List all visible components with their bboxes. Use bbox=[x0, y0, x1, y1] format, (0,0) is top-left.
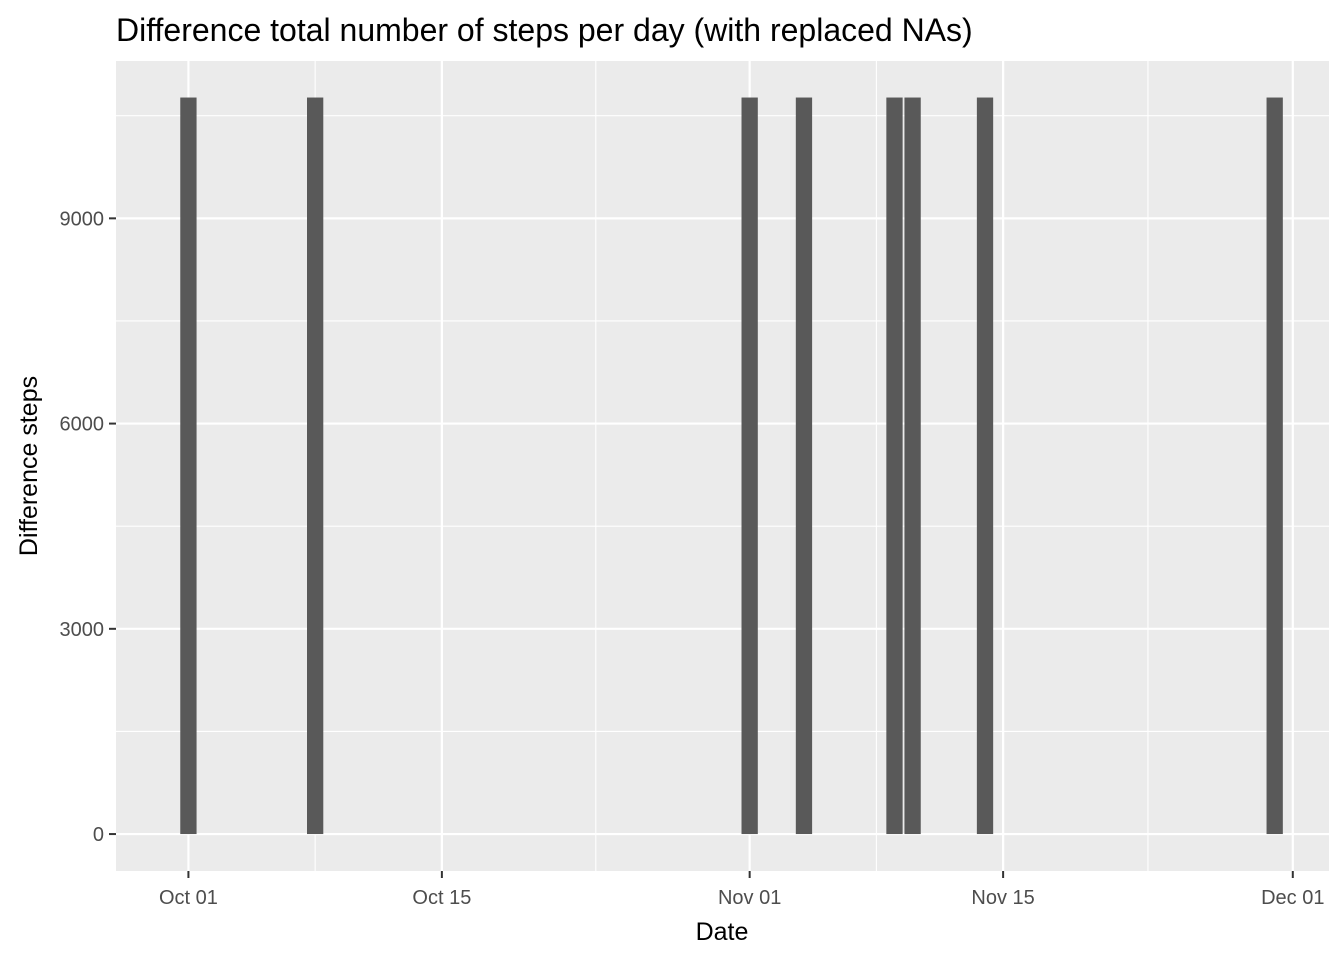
bar bbox=[180, 97, 197, 835]
bar bbox=[904, 97, 921, 835]
x-axis-ticks: Oct 01 Oct 15 Nov 01 Nov 15 Dec 01 bbox=[159, 871, 1324, 909]
x-tick-label: Dec 01 bbox=[1261, 887, 1324, 909]
bars bbox=[180, 97, 1283, 835]
plot-panel bbox=[116, 61, 1329, 871]
chart-title: Difference total number of steps per day… bbox=[116, 12, 973, 48]
y-tick-label: 0 bbox=[93, 824, 104, 846]
y-tick-label: 3000 bbox=[60, 619, 105, 641]
bar bbox=[741, 97, 758, 835]
x-tick-label: Nov 15 bbox=[971, 887, 1034, 909]
y-axis-ticks: 0 3000 6000 9000 bbox=[60, 208, 116, 846]
y-tick-label: 9000 bbox=[60, 208, 105, 230]
y-axis-title: Difference steps bbox=[15, 376, 43, 556]
bar bbox=[1266, 97, 1283, 835]
bar bbox=[307, 97, 324, 835]
y-tick-label: 6000 bbox=[60, 414, 105, 436]
x-tick-label: Oct 15 bbox=[412, 887, 471, 909]
bar bbox=[795, 97, 813, 835]
x-tick-label: Oct 01 bbox=[159, 887, 218, 909]
x-tick-label: Nov 01 bbox=[718, 887, 781, 909]
bar bbox=[976, 97, 994, 835]
bar bbox=[886, 97, 903, 835]
x-axis-title: Date bbox=[696, 918, 749, 946]
